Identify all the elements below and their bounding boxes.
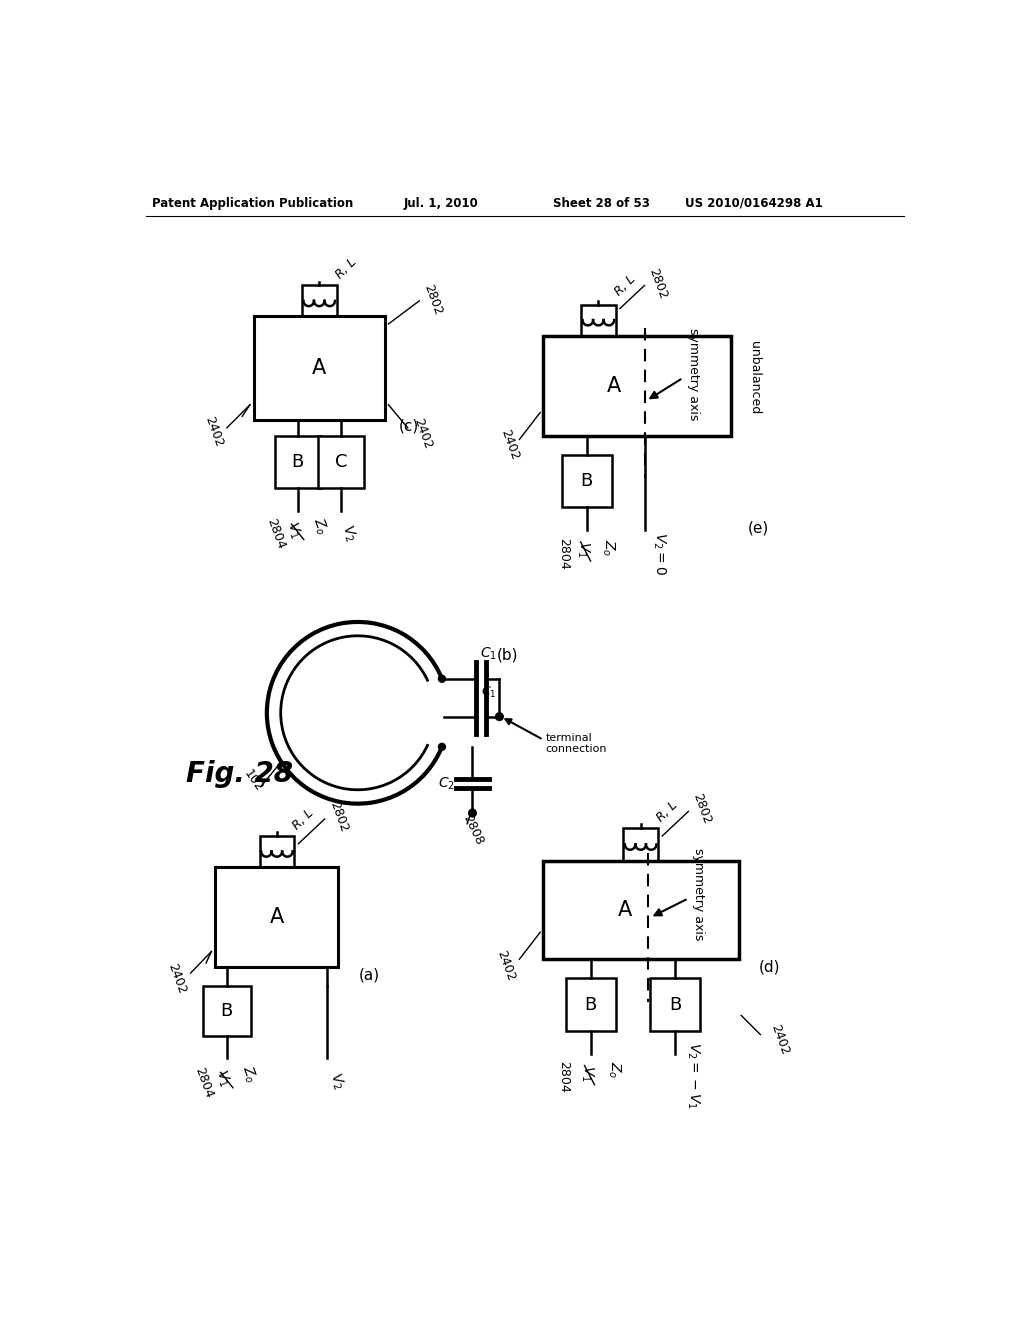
Text: 2802: 2802	[691, 792, 714, 826]
Circle shape	[469, 809, 476, 817]
Text: B: B	[292, 453, 304, 471]
Text: 2804: 2804	[264, 517, 288, 552]
Bar	[581, 305, 615, 335]
Bar	[565, 978, 615, 1031]
Text: $V_1$: $V_1$	[579, 1065, 595, 1081]
Text: $Z_o$: $Z_o$	[600, 539, 616, 556]
Text: 2804: 2804	[557, 537, 570, 569]
Text: symmetry axis: symmetry axis	[687, 327, 699, 420]
Text: $Z_o$: $Z_o$	[308, 516, 330, 537]
Bar	[624, 829, 658, 861]
Text: $C_1$: $C_1$	[480, 645, 497, 663]
Text: (b): (b)	[497, 648, 518, 663]
Text: Patent Application Publication: Patent Application Publication	[153, 197, 353, 210]
Bar	[543, 335, 731, 436]
Text: Sheet 28 of 53: Sheet 28 of 53	[553, 197, 649, 210]
Text: $Z_o$: $Z_o$	[238, 1064, 259, 1085]
Text: 2402: 2402	[494, 948, 517, 982]
Text: B: B	[585, 995, 597, 1014]
Text: terminal
connection: terminal connection	[546, 733, 607, 755]
Text: 2402: 2402	[499, 428, 521, 462]
Text: 2402: 2402	[165, 961, 188, 995]
Bar	[650, 978, 700, 1031]
Text: 102: 102	[241, 767, 265, 795]
Text: A: A	[606, 376, 621, 396]
Text: (d): (d)	[759, 960, 780, 974]
Text: 2402: 2402	[768, 1023, 792, 1057]
Text: R, L: R, L	[612, 272, 638, 298]
Text: $V_2 = -V_1$: $V_2 = -V_1$	[685, 1041, 701, 1109]
Text: 2802: 2802	[327, 800, 350, 834]
Text: C: C	[335, 453, 347, 471]
Text: 2402: 2402	[412, 417, 434, 451]
Text: 2808: 2808	[461, 813, 485, 847]
Text: B: B	[221, 1002, 232, 1020]
Text: Fig. 28: Fig. 28	[186, 760, 293, 788]
Text: $V_2$: $V_2$	[326, 1071, 347, 1092]
Text: $V_1$: $V_1$	[574, 541, 591, 558]
Bar	[274, 436, 321, 488]
Bar	[215, 867, 339, 966]
Text: 2804: 2804	[193, 1065, 215, 1100]
Text: $V_2 = 0$: $V_2 = 0$	[650, 532, 667, 576]
Text: symmetry axis: symmetry axis	[692, 849, 706, 941]
Text: (e): (e)	[748, 520, 769, 536]
Bar	[562, 455, 611, 507]
Text: Jul. 1, 2010: Jul. 1, 2010	[403, 197, 478, 210]
Text: R, L: R, L	[654, 799, 680, 824]
Text: 2804: 2804	[557, 1061, 570, 1093]
Text: A: A	[618, 900, 633, 920]
Text: B: B	[670, 995, 681, 1014]
Bar	[543, 861, 739, 960]
Text: 2402: 2402	[202, 414, 225, 449]
Text: A: A	[312, 358, 327, 379]
Bar	[254, 317, 385, 420]
Bar	[302, 285, 337, 317]
Text: A: A	[269, 907, 284, 927]
Text: (a): (a)	[358, 968, 380, 982]
Bar	[203, 986, 251, 1036]
Text: $C_1$: $C_1$	[481, 685, 497, 700]
Text: US 2010/0164298 A1: US 2010/0164298 A1	[685, 197, 822, 210]
Circle shape	[496, 713, 503, 721]
Text: 2802: 2802	[646, 267, 669, 301]
Text: (c): (c)	[399, 418, 420, 434]
Bar	[317, 436, 364, 488]
Bar	[259, 836, 294, 867]
Text: R, L: R, L	[333, 256, 359, 281]
Text: unbalanced: unbalanced	[748, 342, 761, 414]
Text: $C_2$: $C_2$	[438, 776, 455, 792]
Text: $V_1$: $V_1$	[284, 520, 304, 541]
Text: $V_1$: $V_1$	[212, 1068, 233, 1089]
Circle shape	[438, 676, 445, 682]
Text: 2802: 2802	[422, 282, 444, 317]
Text: R, L: R, L	[291, 807, 316, 832]
Text: B: B	[581, 473, 593, 490]
Circle shape	[438, 743, 445, 750]
Text: $Z_o$: $Z_o$	[605, 1061, 622, 1078]
Text: $V_2$: $V_2$	[338, 521, 359, 544]
